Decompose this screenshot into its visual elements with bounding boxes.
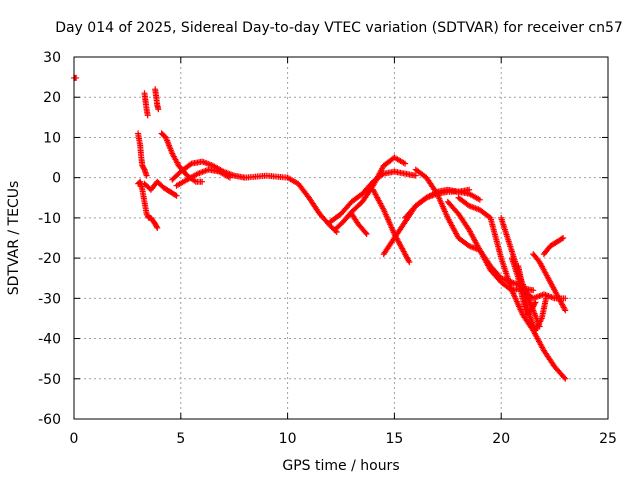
- series-points: [455, 194, 569, 382]
- series-seg-f: [141, 178, 180, 199]
- y-tick-label: 10: [43, 130, 61, 146]
- series-points: [331, 154, 409, 233]
- series-seg-n: [370, 186, 413, 266]
- series-seg-c: [135, 130, 150, 179]
- series-points: [135, 130, 150, 179]
- y-tick-label: 20: [43, 90, 61, 106]
- series-seg-x: [540, 235, 567, 258]
- series-points: [370, 186, 413, 266]
- y-axis-label: SDTVAR / TECUs: [6, 181, 22, 296]
- series-points: [348, 210, 370, 237]
- series-seg-j: [241, 172, 340, 235]
- y-axis-ticks: -60 -50 -40 -30 -20 -10 0 10 20 30: [38, 50, 608, 428]
- x-tick-label: 0: [70, 431, 79, 447]
- y-tick-label: 30: [43, 50, 61, 66]
- series-seg-i: [173, 166, 233, 189]
- series-seg-y: [519, 287, 569, 302]
- series-points: [519, 287, 569, 302]
- y-tick-label: -30: [38, 291, 61, 307]
- chart-title: Day 014 of 2025, Sidereal Day-to-day VTE…: [55, 20, 623, 36]
- series-seg-b: [135, 178, 161, 231]
- series-points: [141, 178, 180, 199]
- y-tick-label: -60: [38, 412, 61, 428]
- y-tick-label: -10: [38, 211, 61, 227]
- series-points: [173, 166, 233, 189]
- data-points: [71, 74, 569, 382]
- series-seg-e: [152, 86, 162, 113]
- x-axis-label: GPS time / hours: [282, 458, 399, 474]
- x-tick-label: 10: [279, 431, 297, 447]
- series-points: [152, 86, 162, 113]
- series-points: [141, 90, 151, 119]
- x-tick-label: 25: [599, 431, 617, 447]
- grid: [74, 57, 608, 419]
- y-tick-label: -40: [38, 332, 61, 348]
- x-tick-label: 15: [385, 431, 403, 447]
- plot-frame: [73, 56, 609, 420]
- x-tick-label: 5: [176, 431, 185, 447]
- series-seg-d: [141, 90, 151, 119]
- x-tick-label: 20: [492, 431, 510, 447]
- series-seg-l: [331, 154, 409, 233]
- y-tick-label: -50: [38, 372, 61, 388]
- series-points: [241, 172, 340, 235]
- series-seg-s: [455, 194, 569, 382]
- series-points: [135, 178, 161, 231]
- series-points: [540, 235, 567, 258]
- y-tick-label: -20: [38, 251, 61, 267]
- y-tick-label: 0: [52, 171, 61, 187]
- x-axis-ticks: 0 5 10 15 20 25: [70, 57, 617, 447]
- series-seg-m: [348, 210, 370, 237]
